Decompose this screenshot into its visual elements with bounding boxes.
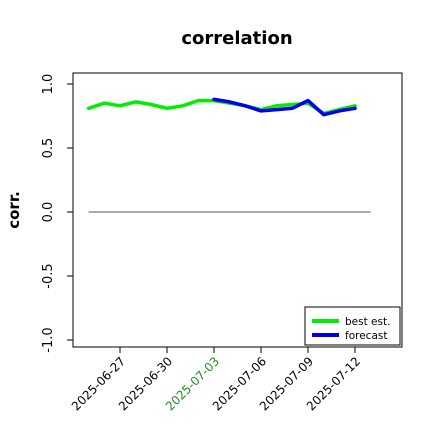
y-tick-label: -1.0 <box>41 327 56 352</box>
y-tick-label: 0.5 <box>41 138 56 159</box>
series-line-forecast <box>212 97 357 117</box>
legend-label-forecast: forecast <box>345 330 387 342</box>
y-tick-label: -0.5 <box>41 263 56 288</box>
legend: best est. forecast <box>304 306 401 346</box>
legend-label-best-est: best est. <box>345 316 390 328</box>
legend-box <box>304 306 401 346</box>
y-axis-label: corr. <box>5 191 23 229</box>
y-tick-label: 0.0 <box>41 202 56 223</box>
y-tick-label: 1.0 <box>41 74 56 95</box>
plot-area-frame <box>72 72 403 348</box>
chart-title: correlation <box>181 28 292 49</box>
